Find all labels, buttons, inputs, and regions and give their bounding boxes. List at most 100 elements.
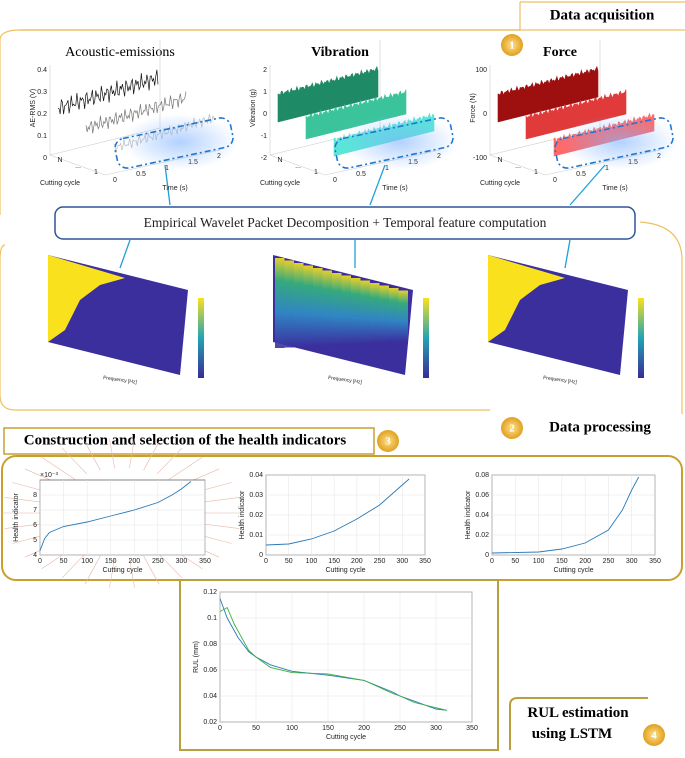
x-axis-label: Time (s) [162, 185, 187, 192]
label-box [3, 427, 375, 455]
x-tick-label: 0 [113, 177, 117, 184]
y-tick-label: 0.3 [37, 89, 47, 96]
x-tick-label: 150 [322, 725, 334, 732]
x-tick-label: 0 [490, 558, 494, 565]
y-exponent: ×10⁻³ [40, 472, 59, 479]
arrow [164, 164, 171, 206]
depth-tick-label: N [497, 157, 502, 164]
section-label: Data acquisition [550, 7, 655, 23]
ray [129, 438, 135, 469]
badge-number: 3 [385, 436, 391, 448]
y-tick-label: 0.04 [203, 693, 217, 700]
x-tick-label: 0 [333, 177, 337, 184]
y-tick-label: 0.04 [249, 472, 263, 479]
y-tick-label: 0.1 [37, 133, 47, 140]
spectrogram-band [351, 278, 361, 344]
ray [84, 441, 101, 471]
ray [168, 457, 203, 480]
x-tick-label: 350 [649, 558, 661, 565]
arrow [564, 239, 571, 269]
line [219, 598, 447, 711]
ray [143, 555, 160, 585]
ray [156, 447, 183, 475]
ray [84, 555, 101, 585]
y-tick-label: 0 [259, 552, 263, 559]
colorbar [638, 298, 644, 378]
spectrogram-band [370, 283, 380, 343]
plot-title: Force [543, 45, 577, 60]
x-tick-label: 150 [105, 558, 117, 565]
frame [509, 697, 648, 750]
x-tick-label: 0.5 [136, 171, 146, 178]
x-axis-label: Cutting cycle [326, 734, 366, 741]
x-tick-label: 0 [264, 558, 268, 565]
x-tick-label: 100 [286, 725, 298, 732]
y-tick-label: 8 [33, 492, 37, 499]
x-tick-label: 100 [81, 558, 93, 565]
section-label: Construction and selection of the health… [24, 432, 347, 448]
y-axis-label: Force (N) [470, 93, 477, 123]
badge [501, 417, 523, 439]
x-axis-label: Time (s) [602, 185, 627, 192]
arrow [119, 239, 131, 269]
section-label: Data processing [549, 419, 651, 435]
x-tick-label: 250 [603, 558, 615, 565]
depth-tick-label: N [277, 157, 282, 164]
label-line: using LSTM [532, 726, 612, 742]
x-tick-label: 150 [556, 558, 568, 565]
plot-title: Acoustic-emissions [65, 45, 175, 60]
badge-number: 2 [509, 423, 515, 435]
y-tick-label: 0.02 [475, 532, 489, 539]
spectrogram-band [284, 260, 294, 348]
y-tick-label: -100 [473, 155, 487, 162]
y-tick-label: 0 [43, 155, 47, 162]
y-tick-label: 2 [263, 67, 267, 74]
y-axis-label: Vibration (g) [250, 89, 257, 127]
x-tick-label: 300 [176, 558, 188, 565]
y-axis-label: AE-RMS (V) [30, 89, 37, 128]
x-tick-label: 300 [626, 558, 638, 565]
line [491, 476, 640, 554]
depth-tick-label: 1 [534, 169, 538, 176]
frame [0, 221, 683, 441]
signal [497, 65, 599, 123]
ray [143, 441, 160, 471]
ray [41, 457, 76, 480]
plot-area [219, 591, 473, 723]
signal [277, 65, 379, 123]
glow [342, 114, 458, 170]
depth-tick-label: ... [515, 163, 521, 170]
y-tick-label: -1 [261, 133, 267, 140]
depth-tick-label: ... [75, 163, 81, 170]
spectrogram-band [303, 265, 313, 347]
arrow [369, 164, 386, 206]
y-tick-label: 0.01 [249, 532, 263, 539]
y-axis-label: Health indicator [465, 490, 472, 539]
signal [85, 91, 187, 134]
label-line: RUL estimation [527, 705, 629, 721]
spectrogram-band [379, 285, 389, 343]
x-tick-label: 200 [358, 725, 370, 732]
y-tick-label: 0.02 [249, 512, 263, 519]
glow [562, 114, 678, 170]
spectrogram-band [48, 255, 125, 342]
y-tick-label: 0.03 [249, 492, 263, 499]
ray [109, 438, 115, 469]
y-tick-label: 6 [33, 522, 37, 529]
depth-tick-label: 1 [314, 169, 318, 176]
signal [57, 69, 159, 115]
x-tick-label: 300 [430, 725, 442, 732]
x-tick-label: 200 [351, 558, 363, 565]
x-axis-label: Frequency [Hz] [543, 375, 578, 386]
colorbar [423, 298, 429, 378]
y-tick-label: 7 [33, 507, 37, 514]
y-tick-label: 0.04 [475, 512, 489, 519]
ray [61, 447, 88, 475]
y-tick-label: 0.4 [37, 67, 47, 74]
y-tick-label: 0 [483, 111, 487, 118]
plot-title: Vibration [311, 45, 369, 60]
spectrogram-band [389, 288, 399, 342]
spectrogram-band [488, 255, 565, 342]
